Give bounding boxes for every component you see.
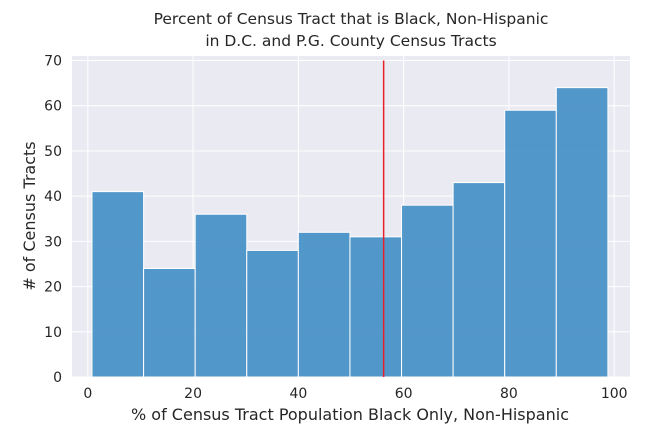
y-tick-label: 30 [44, 234, 62, 250]
y-tick-label: 70 [44, 54, 62, 70]
histogram-bar [91, 191, 145, 378]
histogram-bar [349, 236, 403, 378]
chart-title-line-2: in D.C. and P.G. County Census Tracts [205, 32, 496, 50]
x-tick-label: 80 [500, 386, 518, 402]
x-axis-label: % of Census Tract Population Black Only,… [131, 405, 569, 424]
x-tick-labels: 0 20 40 60 80 100 [83, 386, 627, 402]
x-tick-label: 0 [83, 386, 92, 402]
y-tick-label: 40 [44, 189, 62, 205]
y-tick-label: 10 [44, 325, 62, 341]
histogram-bar [297, 231, 351, 378]
x-tick-label: 100 [601, 386, 628, 402]
y-tick-labels: 0 10 20 30 40 50 60 70 [44, 54, 62, 386]
y-axis-label: # of Census Tracts [20, 141, 39, 290]
y-tick-label: 0 [53, 370, 62, 386]
x-tick-label: 40 [289, 386, 307, 402]
histogram-bar [143, 267, 196, 378]
histogram-bar [194, 213, 248, 378]
chart-title-line-1: Percent of Census Tract that is Black, N… [154, 10, 549, 28]
histogram-bars [91, 87, 609, 378]
histogram-bar [452, 182, 506, 378]
histogram-bar [504, 109, 557, 378]
y-tick-label: 50 [44, 144, 62, 160]
y-tick-label: 60 [44, 99, 62, 115]
histogram-bar [246, 249, 299, 378]
y-tick-label: 20 [44, 280, 62, 296]
histogram-bar [555, 87, 609, 378]
x-tick-label: 20 [184, 386, 202, 402]
x-tick-label: 60 [395, 386, 413, 402]
histogram-bar [401, 204, 454, 378]
